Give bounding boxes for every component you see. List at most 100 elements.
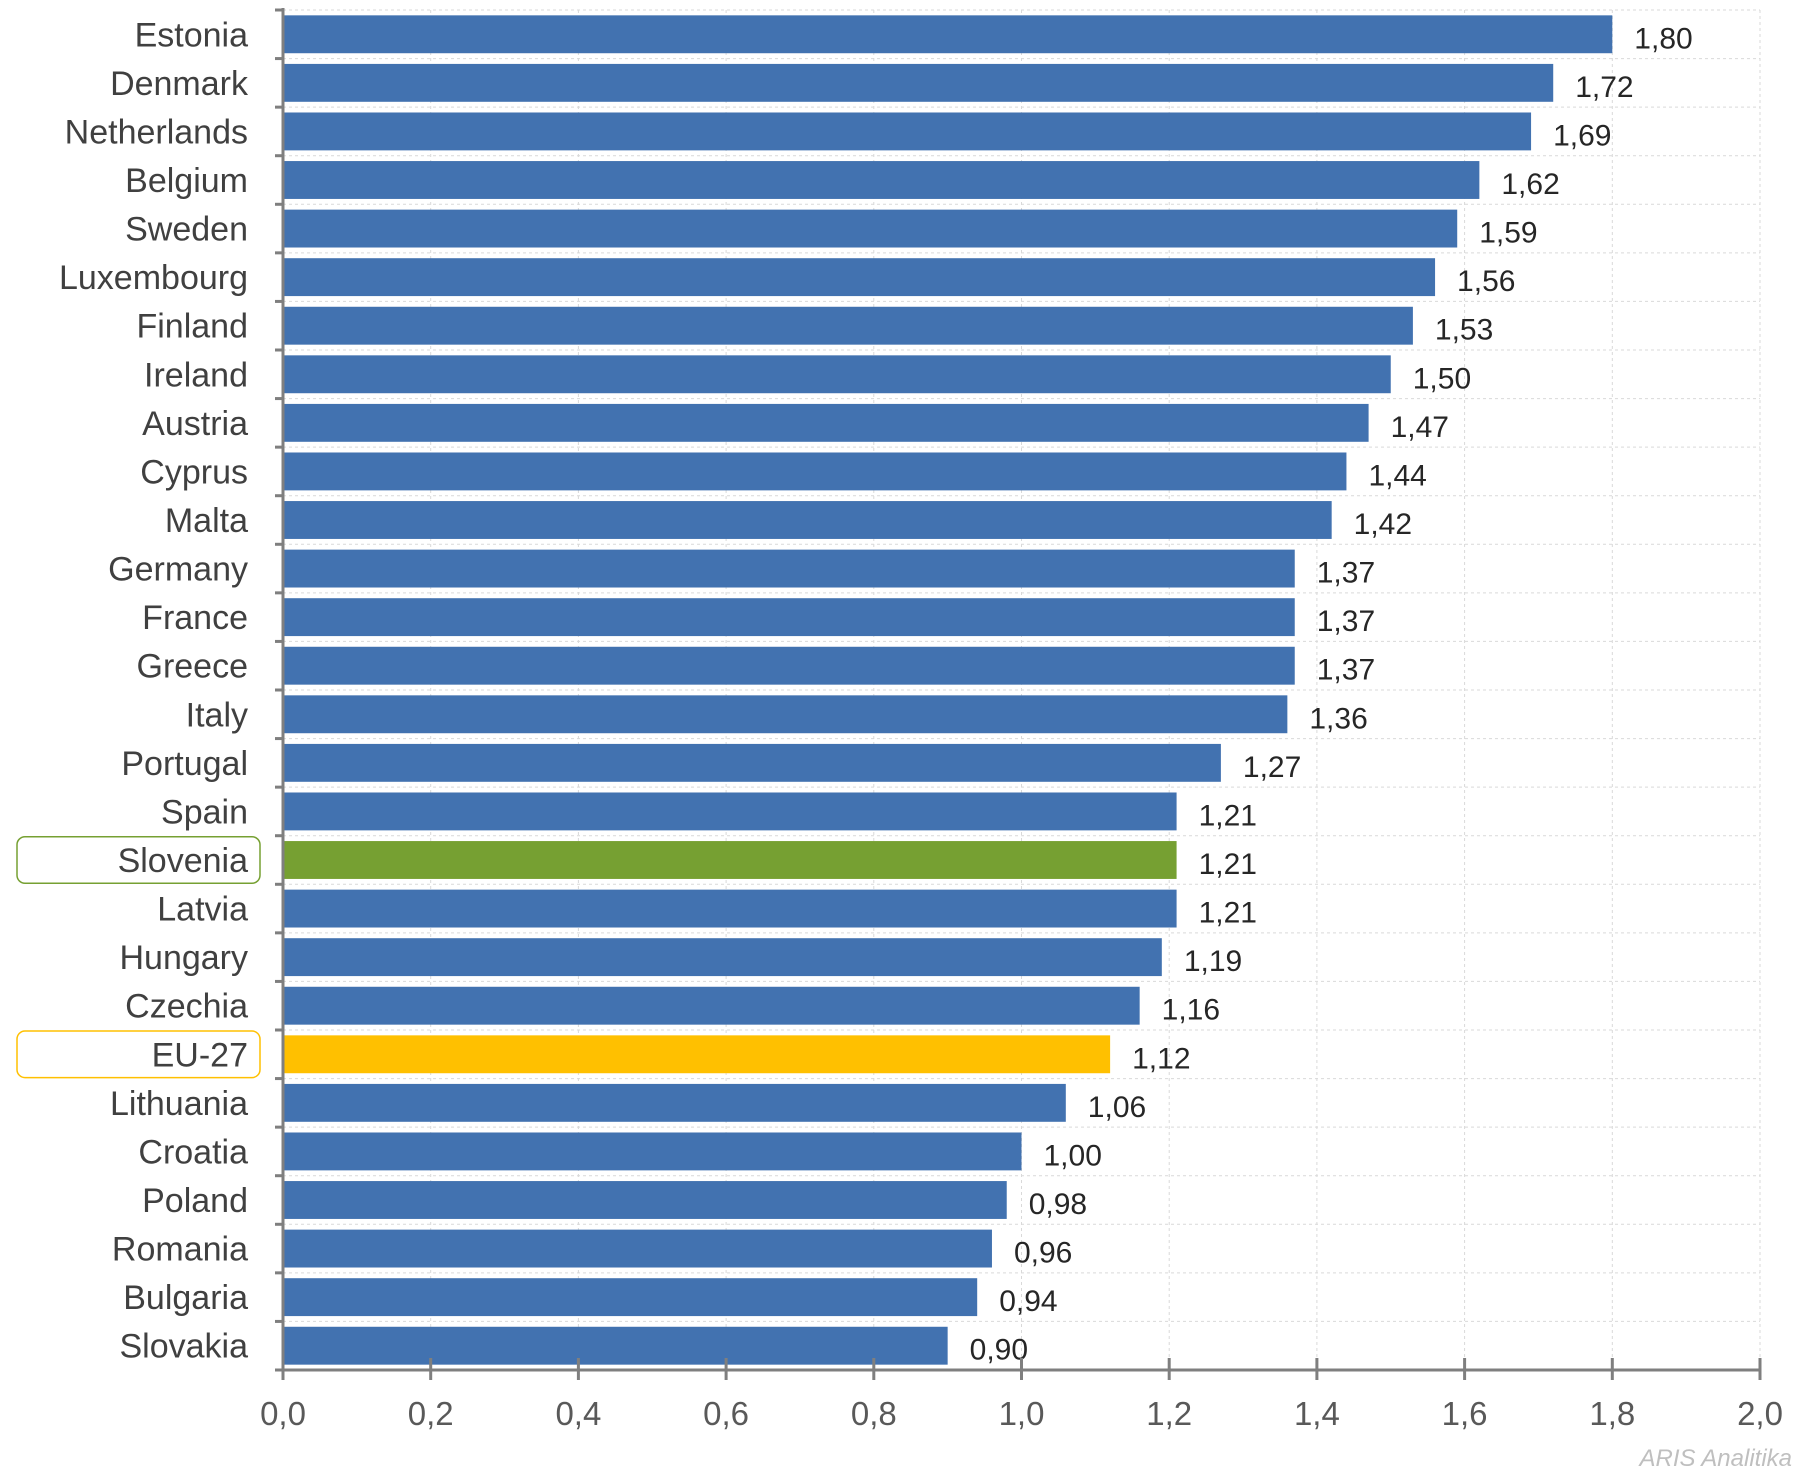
x-tick-label: 0,2 <box>408 1395 454 1432</box>
category-label-belgium: Belgium <box>125 162 248 200</box>
category-label-bulgaria: Bulgaria <box>123 1279 248 1317</box>
x-tick-label: 1,0 <box>999 1395 1045 1432</box>
category-label-luxembourg: Luxembourg <box>59 259 248 297</box>
x-tick-label: 0,4 <box>555 1395 601 1432</box>
category-label-slovakia: Slovakia <box>119 1328 248 1366</box>
bar-belgium <box>283 161 1480 199</box>
bar-latvia <box>283 889 1177 928</box>
category-label-netherlands: Netherlands <box>65 113 248 151</box>
category-label-sweden: Sweden <box>125 211 248 249</box>
highlight-box-eu-27 <box>16 1030 261 1079</box>
category-label-poland: Poland <box>142 1182 248 1220</box>
bar-austria <box>283 403 1369 442</box>
bar-croatia <box>283 1132 1022 1171</box>
bar-malta <box>283 501 1332 539</box>
category-label-hungary: Hungary <box>119 939 248 977</box>
bar-poland <box>283 1181 1007 1219</box>
value-label-czechia: 1,16 <box>1162 994 1220 1027</box>
bar-italy <box>283 695 1288 734</box>
bar-germany <box>283 549 1295 588</box>
category-label-austria: Austria <box>142 405 248 443</box>
x-tick-label: 1,6 <box>1442 1395 1488 1432</box>
value-label-hungary: 1,19 <box>1184 945 1242 978</box>
value-label-finland: 1,53 <box>1435 314 1493 347</box>
category-label-finland: Finland <box>136 308 248 346</box>
bar-luxembourg <box>283 258 1436 297</box>
bar-ireland <box>283 355 1391 394</box>
bar-romania <box>283 1229 992 1268</box>
category-label-germany: Germany <box>108 551 248 589</box>
bar-bulgaria <box>283 1278 978 1317</box>
category-label-spain: Spain <box>161 793 248 831</box>
category-label-greece: Greece <box>137 648 249 686</box>
value-label-slovakia: 0,90 <box>970 1334 1028 1367</box>
x-tick-label: 0,0 <box>260 1395 306 1432</box>
bar-netherlands <box>283 112 1532 151</box>
category-label-estonia: Estonia <box>135 16 248 54</box>
value-label-belgium: 1,62 <box>1501 168 1559 201</box>
bar-spain <box>283 792 1177 831</box>
value-label-france: 1,37 <box>1317 605 1375 638</box>
x-tick-label: 2,0 <box>1737 1395 1783 1432</box>
category-label-lithuania: Lithuania <box>110 1085 248 1123</box>
axis-layer: 0,0 0,2 0,4 0,6 0,8 1,0 1,2 1,4 1,6 1,8 2,0 <box>260 8 1783 1432</box>
category-label-slovenia: Slovenia <box>118 842 249 880</box>
value-label-portugal: 1,27 <box>1243 751 1301 784</box>
value-label-denmark: 1,72 <box>1575 71 1633 104</box>
highlight-box-slovenia <box>16 835 261 885</box>
value-label-croatia: 1,00 <box>1044 1139 1102 1172</box>
bar-estonia <box>283 15 1613 54</box>
value-label-germany: 1,37 <box>1317 557 1375 590</box>
category-label-czechia: Czechia <box>125 988 248 1026</box>
bar-sweden <box>283 209 1458 248</box>
value-label-romania: 0,96 <box>1014 1237 1072 1270</box>
value-label-bulgaria: 0,94 <box>999 1285 1057 1318</box>
bar-denmark <box>283 63 1554 102</box>
bar-slovenia <box>283 841 1177 879</box>
bar-france <box>283 598 1295 637</box>
category-label-romania: Romania <box>112 1231 248 1269</box>
category-label-italy: Italy <box>186 696 248 734</box>
grid-layer <box>283 9 1761 1371</box>
value-label-malta: 1,42 <box>1354 508 1412 541</box>
bar-finland <box>283 306 1413 345</box>
bar-czechia <box>283 986 1140 1025</box>
value-label-cyprus: 1,44 <box>1368 459 1426 492</box>
category-label-eu-27: EU-27 <box>152 1036 248 1074</box>
bar-cyprus <box>283 452 1347 491</box>
bar-layer <box>283 15 1613 1365</box>
value-label-slovenia: 1,21 <box>1199 848 1257 881</box>
bar-greece <box>283 646 1295 685</box>
value-label-luxembourg: 1,56 <box>1457 265 1515 298</box>
x-tick-label: 1,2 <box>1146 1395 1192 1432</box>
category-label-ireland: Ireland <box>144 356 248 394</box>
value-label-ireland: 1,50 <box>1413 362 1471 395</box>
x-tick-label: 1,4 <box>1294 1395 1340 1432</box>
x-tick-label: 1,8 <box>1589 1395 1635 1432</box>
category-label-latvia: Latvia <box>157 891 248 929</box>
x-tick-label: 0,6 <box>703 1395 749 1432</box>
category-label-cyprus: Cyprus <box>140 453 248 491</box>
value-label-greece: 1,37 <box>1317 654 1375 687</box>
value-label-sweden: 1,59 <box>1479 217 1537 250</box>
value-label-lithuania: 1,06 <box>1088 1091 1146 1124</box>
value-label-spain: 1,21 <box>1199 799 1257 832</box>
category-label-france: France <box>142 599 248 637</box>
bar-eu-27 <box>283 1035 1111 1074</box>
watermark: ARIS Analitika <box>1637 1445 1792 1472</box>
value-label-poland: 0,98 <box>1029 1188 1087 1221</box>
category-label-portugal: Portugal <box>121 745 248 783</box>
value-label-austria: 1,47 <box>1391 411 1449 444</box>
value-label-netherlands: 1,69 <box>1553 119 1611 152</box>
x-tick-label: 0,8 <box>851 1395 897 1432</box>
category-label-malta: Malta <box>165 502 248 540</box>
value-label-italy: 1,36 <box>1309 702 1367 735</box>
category-label-denmark: Denmark <box>110 65 249 103</box>
label-layer: Estonia 1,80 Denmark 1,72 Netherlands 1,69 Bel… <box>16 16 1693 1367</box>
value-label-estonia: 1,80 <box>1634 22 1692 55</box>
bar-portugal <box>283 743 1221 782</box>
bar-hungary <box>283 938 1162 977</box>
bar-lithuania <box>283 1083 1066 1122</box>
category-label-croatia: Croatia <box>138 1133 248 1171</box>
